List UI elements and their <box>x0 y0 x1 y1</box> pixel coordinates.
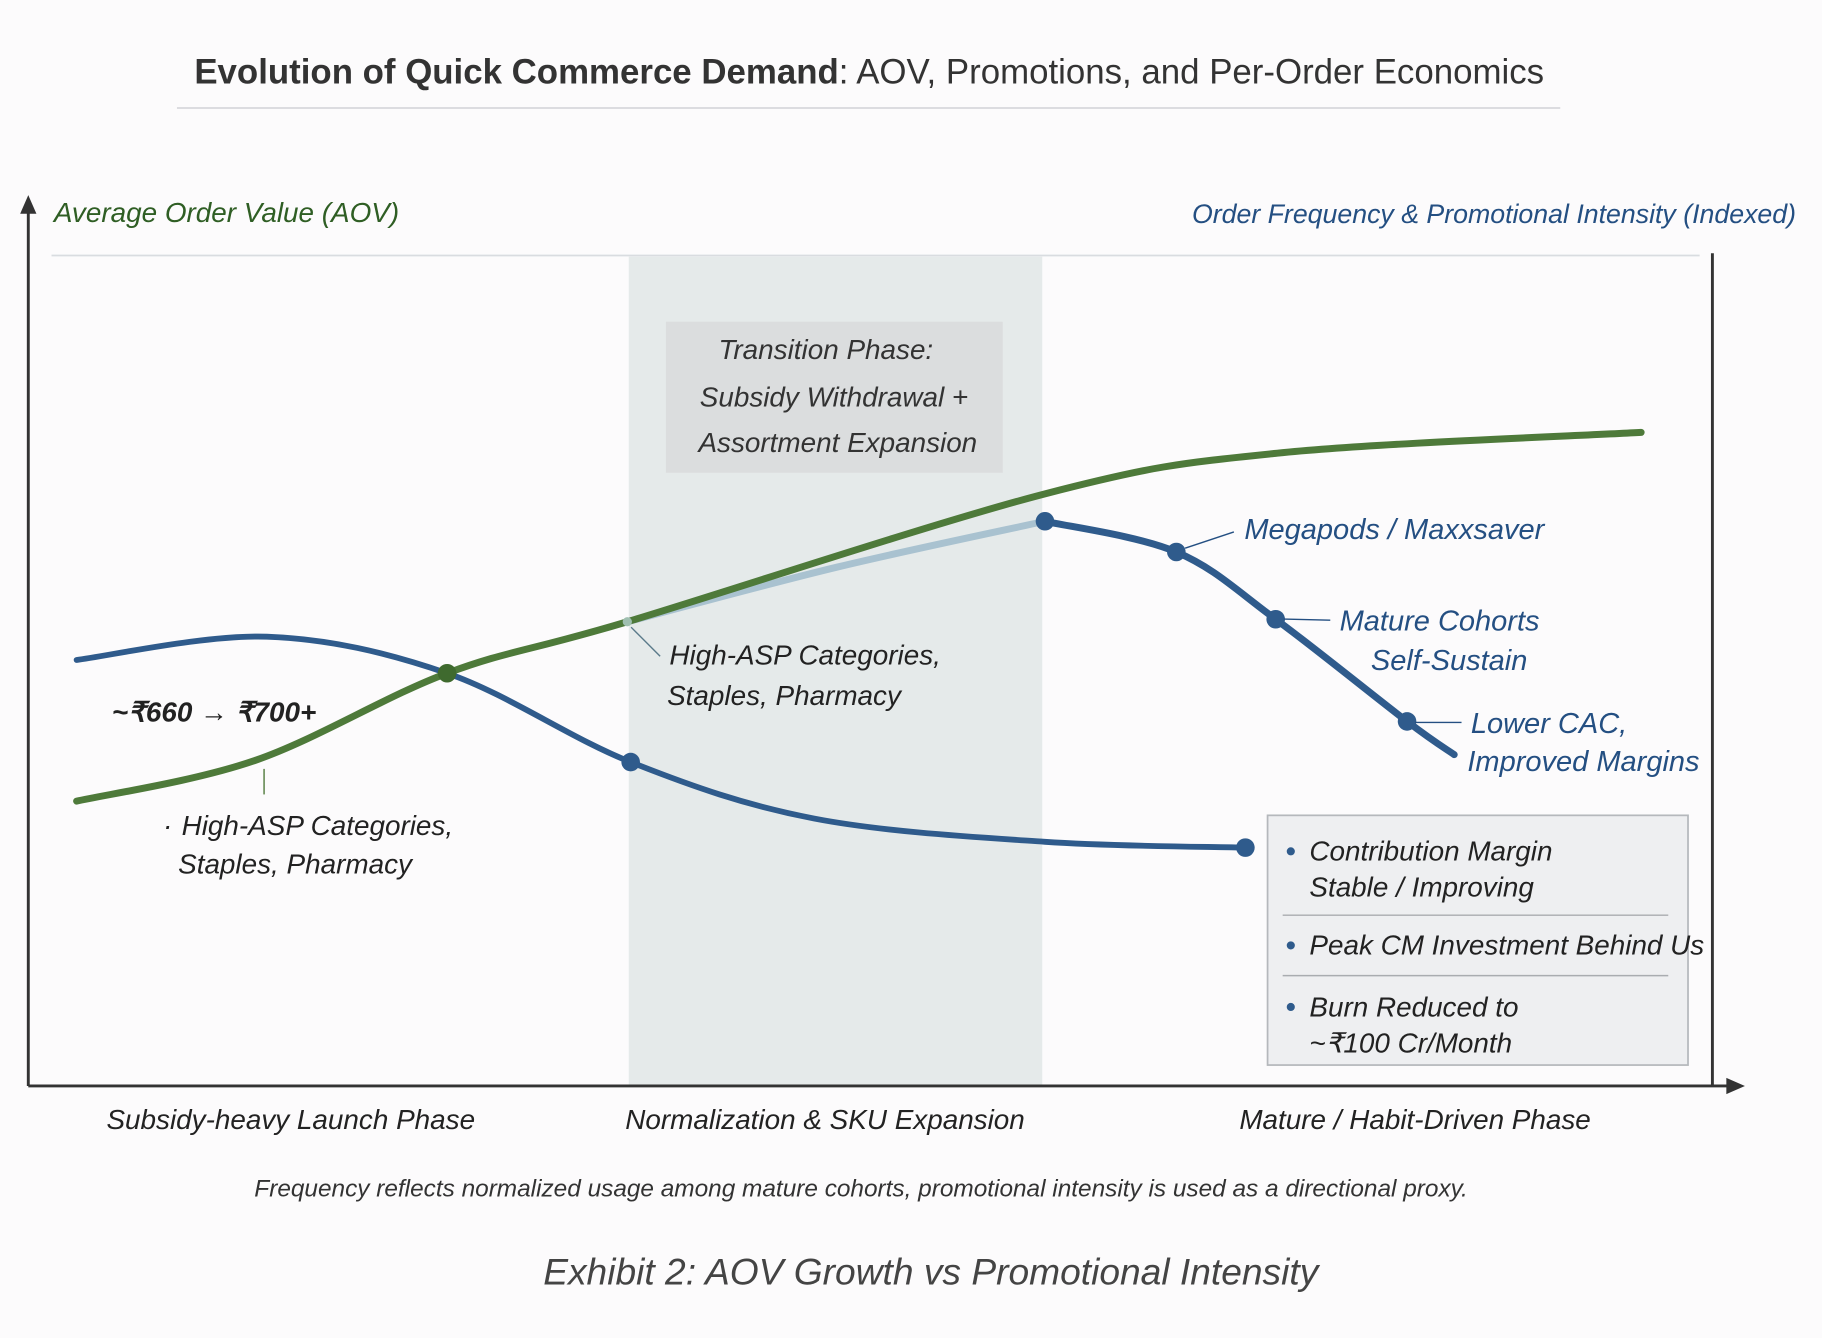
bullet-icon <box>1286 847 1295 856</box>
transition-line-2: Subsidy Withdrawal + <box>700 382 968 413</box>
mature-label: Mature Cohorts Self-Sustain <box>1340 606 1548 677</box>
transition-label-box <box>665 321 1003 473</box>
data-point-aov <box>622 617 632 627</box>
caption: Exhibit 2: AOV Growth vs Promotional Int… <box>543 1251 1321 1293</box>
series-line-frequency <box>1041 517 1458 759</box>
info-box: Contribution Margin Stable / Improving P… <box>1266 814 1704 1066</box>
chart-title: Evolution of Quick Commerce Demand: AOV,… <box>194 53 1544 92</box>
mid-note-line-1: High-ASP Categories, <box>669 639 940 670</box>
megapods-label: Megapods / Maxxsaver <box>1244 514 1545 546</box>
left-note: · High-ASP Categories, Staples, Pharmacy <box>163 810 461 879</box>
info-item: Contribution Margin Stable / Improving <box>1309 836 1560 903</box>
transition-line-1: Transition Phase: <box>718 334 933 365</box>
mid-note-leader <box>630 626 661 657</box>
mid-note-line-2: Staples, Pharmacy <box>667 680 903 711</box>
left-note-line-1: High-ASP Categories, <box>182 810 454 841</box>
cac-line-2: Improved Margins <box>1467 746 1699 778</box>
x-tick-label: Normalization & SKU Expansion <box>625 1104 1025 1135</box>
bullet-icon <box>1286 1002 1295 1012</box>
mature-line-1: Mature Cohorts <box>1340 606 1540 638</box>
cac-line-1: Lower CAC, <box>1471 708 1627 740</box>
megapods-leader <box>1184 531 1235 549</box>
info-item: Burn Reduced to ~₹100 Cr/Month <box>1309 991 1526 1058</box>
transition-label: Transition Phase: Subsidy Withdrawal + A… <box>696 334 977 458</box>
y-label-left: Average Order Value (AOV) <box>52 197 399 228</box>
data-point-frequency <box>1397 712 1417 731</box>
mature-leader <box>1283 618 1331 621</box>
data-point-aov <box>437 663 457 683</box>
aov-range-label: ~₹660 → ₹700+ <box>112 696 316 727</box>
x-axis-arrow-icon <box>1726 1077 1745 1095</box>
data-point-frequency <box>1266 609 1285 629</box>
footnote: Frequency reflects normalized usage amon… <box>254 1175 1467 1202</box>
data-point-promo <box>621 752 640 772</box>
y-label-right: Order Frequency & Promotional Intensity … <box>1192 199 1796 229</box>
info-item: Peak CM Investment Behind Us <box>1309 930 1704 961</box>
series-line-aov <box>73 428 1645 805</box>
bullet-icon <box>1286 941 1295 950</box>
transition-line-3: Assortment Expansion <box>696 427 977 458</box>
x-tick-label: Subsidy-heavy Launch Phase <box>106 1104 475 1135</box>
mid-note: High-ASP Categories, Staples, Pharmacy <box>667 639 949 711</box>
data-point-promo <box>1236 838 1255 857</box>
data-point-frequency <box>1167 542 1186 562</box>
cac-label: Lower CAC, Improved Margins <box>1467 708 1699 778</box>
y-axis-arrow-icon <box>20 195 37 214</box>
data-point-frequency <box>1035 511 1055 531</box>
left-note-line-2: Staples, Pharmacy <box>178 848 414 879</box>
title-bold: Evolution of Quick Commerce Demand <box>194 53 838 92</box>
title-rest: : AOV, Promotions, and Per-Order Economi… <box>839 53 1544 92</box>
x-tick-label: Mature / Habit-Driven Phase <box>1239 1104 1590 1135</box>
mature-line-2: Self-Sustain <box>1371 645 1527 677</box>
